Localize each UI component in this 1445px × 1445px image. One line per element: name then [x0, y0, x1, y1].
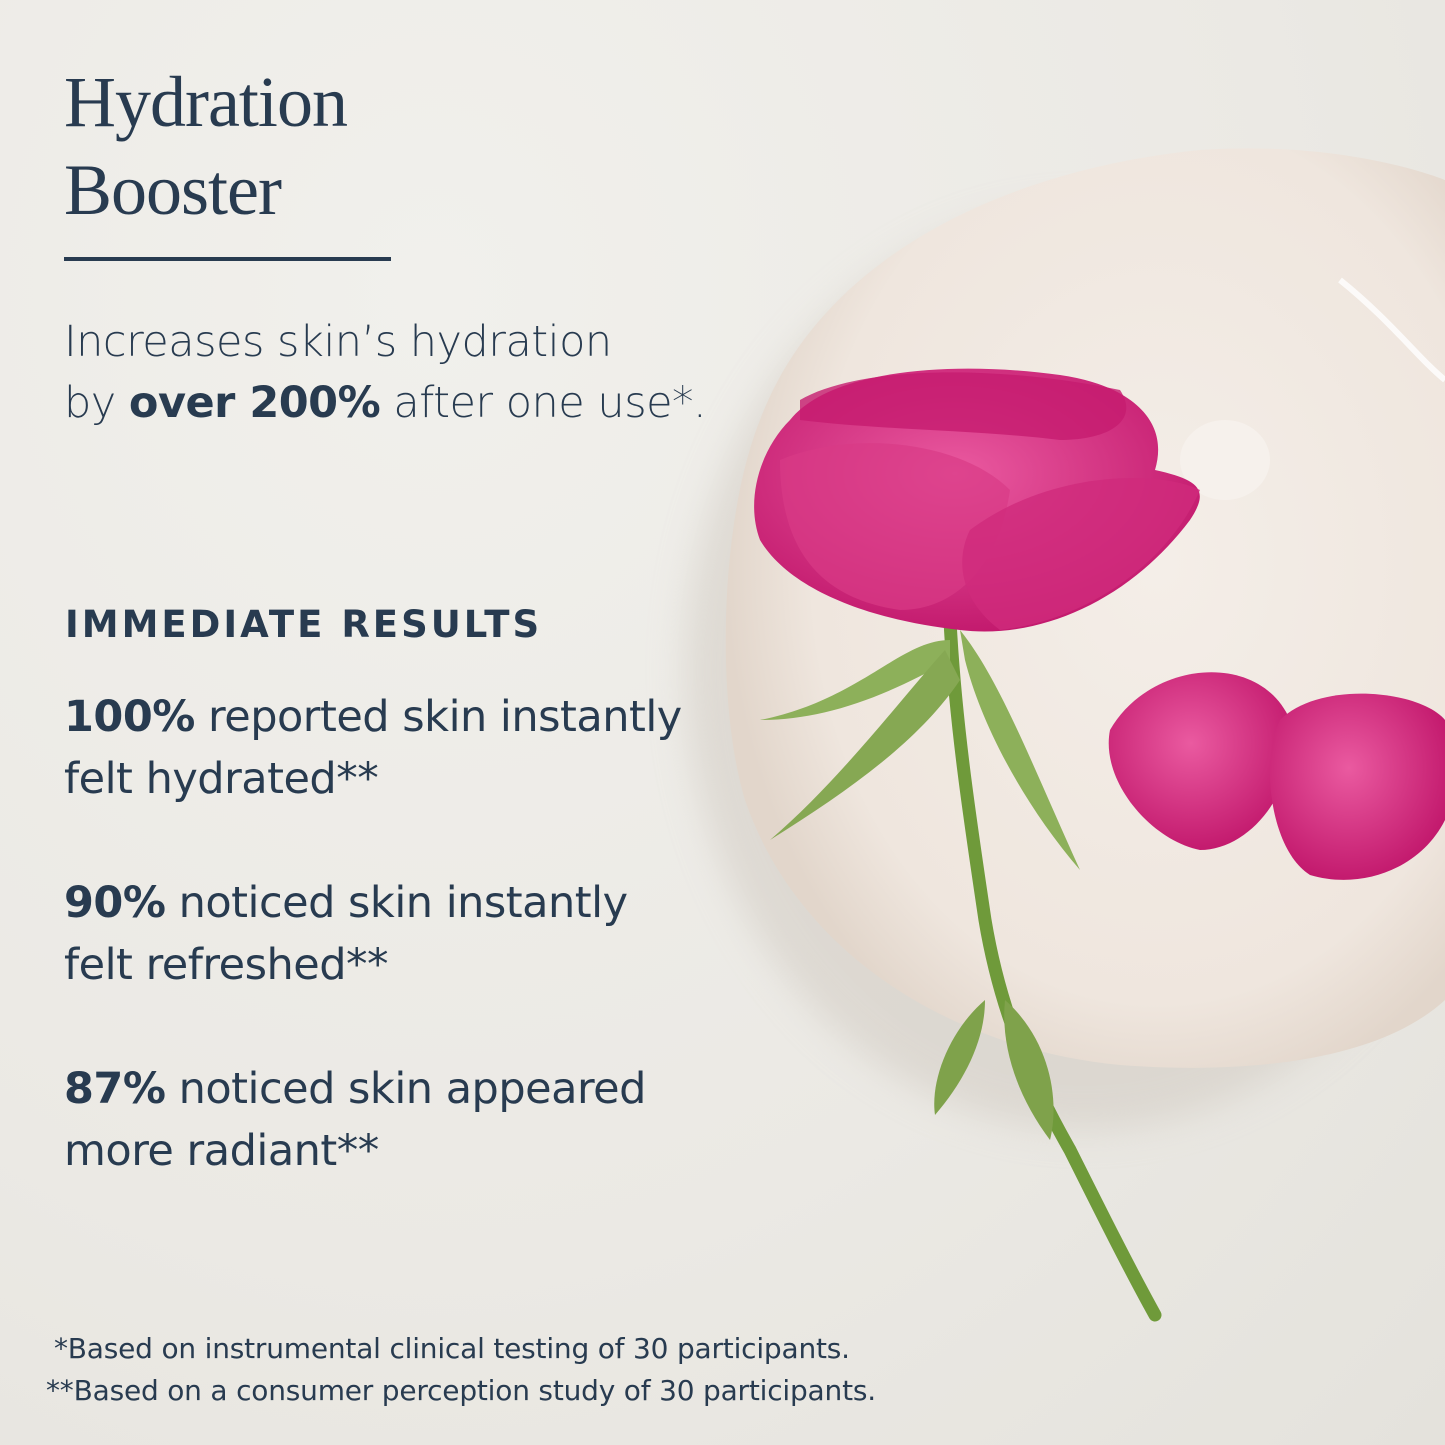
footnote: **Based on a consumer perception study o… — [46, 1374, 876, 1407]
intro-line-2: by over 200% after one use*. — [64, 373, 707, 434]
leaf — [960, 630, 1080, 870]
stat-item: 87% noticed skin appeared more radiant** — [64, 1058, 646, 1182]
leaf — [934, 1000, 985, 1115]
page-title: Hydration Booster — [64, 58, 348, 234]
rose-bloom — [754, 368, 1200, 632]
stat-item: 90% noticed skin instantly felt refreshe… — [64, 872, 628, 996]
stat-text: noticed skin appeared — [165, 1064, 647, 1114]
stat-text: felt hydrated** — [64, 754, 379, 804]
intro-suffix: after one use*. — [380, 378, 707, 428]
stat-value: 87% — [64, 1064, 166, 1114]
stat-item: 100% reported skin instantly felt hydrat… — [64, 686, 682, 810]
intro-claim: Increases skin’s hydration by over 200% … — [64, 312, 707, 434]
stat-text: more radiant** — [64, 1126, 379, 1176]
stat-text: noticed skin instantly — [165, 878, 628, 928]
stat-value: 100% — [64, 692, 195, 742]
intro-line-1: Increases skin’s hydration — [64, 317, 612, 367]
title-line-1: Hydration — [64, 62, 348, 142]
leaf — [770, 650, 960, 840]
stat-text: felt refreshed** — [64, 940, 388, 990]
title-line-2: Booster — [64, 150, 282, 230]
leaf — [1004, 1000, 1054, 1140]
title-divider — [64, 257, 391, 261]
rose-petal — [1108, 672, 1292, 850]
rose-petal — [1270, 693, 1445, 880]
stat-value: 90% — [64, 878, 166, 928]
stat-text: reported skin instantly — [194, 692, 682, 742]
leaf — [760, 640, 950, 720]
footnote: *Based on instrumental clinical testing … — [54, 1332, 850, 1365]
section-heading: IMMEDIATE RESULTS — [65, 603, 543, 646]
intro-prefix: by — [64, 378, 129, 428]
intro-highlight: over 200% — [128, 378, 381, 428]
cream-dish — [725, 148, 1445, 1068]
